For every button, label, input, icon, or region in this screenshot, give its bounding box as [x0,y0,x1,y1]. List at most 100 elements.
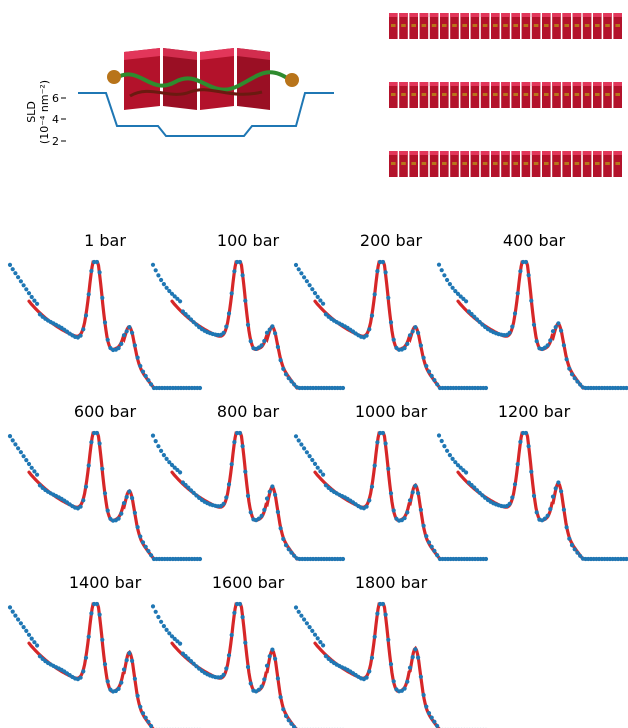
data-point [83,655,89,660]
data-point [545,513,550,518]
stack-block-band [493,93,498,96]
data-point [89,440,94,445]
data-point [221,672,226,678]
data-point [483,556,489,562]
stack-block-top [460,82,469,86]
data-point [153,439,158,444]
stack-block-band [503,93,508,96]
stack-block-band [452,93,457,96]
data-point [172,465,177,470]
data-point [416,655,421,660]
data-point [21,283,26,288]
panel-title: 100 bar [217,231,280,250]
data-point [518,439,523,444]
data-point [550,494,556,499]
data-point [312,291,318,296]
data-point [402,346,407,351]
data-point [436,262,442,267]
data-point [127,325,132,330]
stack-block-top [491,82,500,86]
data-point [138,534,143,539]
data-point [464,299,469,304]
data-point [121,501,127,506]
data-point [439,268,444,273]
stack-block-top [389,13,398,17]
data-point [191,320,196,325]
stack-block-band [564,162,569,165]
data-point [169,291,175,296]
data-point [312,632,318,637]
data-point [323,483,328,488]
data-point [531,493,537,498]
stack-block-band [605,24,610,27]
data-point [105,679,110,684]
stack-block-top [470,151,480,155]
sld-ytick-2: 2 [52,135,59,148]
data-point [149,723,154,728]
data-point [292,382,297,387]
data-point [132,510,137,515]
data-point [289,379,294,384]
stack-block-top [562,82,571,86]
stack-block-top [460,13,469,17]
data-point [624,556,628,562]
stack-block-band [482,24,488,27]
data-point [380,259,385,265]
stack-block-top [531,151,541,155]
data-point [534,510,539,515]
data-point [245,664,251,670]
stack-block-top [531,82,541,86]
data-point [321,301,326,306]
data-point [442,273,447,278]
data-point [167,288,172,294]
data-point [159,619,164,624]
data-point [178,299,183,304]
sld-ylabel: SLD [25,101,38,123]
stack-block-top [593,82,602,86]
stack-block-band [513,24,518,27]
data-point [286,547,291,552]
data-point [292,553,297,558]
data-point [426,711,432,716]
data-point [259,343,264,348]
data-point [156,444,161,449]
multilayer-stack-illustration [389,13,622,177]
data-point [407,498,413,503]
stack-block-top [409,82,418,86]
data-point [86,463,91,468]
stack-block-band [482,162,488,165]
stack-block-top [419,13,429,17]
data-point [13,271,18,276]
data-point [364,504,369,509]
data-point [262,507,267,512]
data-point [386,637,391,642]
panel-5: 600 bar [7,402,203,562]
data-point [270,484,275,489]
data-point [232,269,237,274]
stack-block-band [605,162,610,165]
data-point [480,322,485,327]
data-point [529,298,534,303]
panel-title: 1600 bar [212,573,285,592]
stack-block-band [431,162,437,165]
data-point [256,687,261,692]
data-point [375,269,380,274]
data-point [194,322,199,327]
data-point [323,654,328,659]
stack-block-top [582,151,592,155]
stack-block-band [472,162,478,165]
data-point [188,488,194,493]
data-point [318,298,323,303]
stack-block-band [533,24,539,27]
data-point [97,612,102,617]
data-point [153,268,158,273]
data-point [124,658,129,663]
panel-title: 800 bar [217,402,280,421]
data-point [421,692,426,698]
stack-block-top [531,13,541,17]
stack-block-top [572,82,582,86]
data-point [35,301,40,306]
data-point [237,601,242,607]
data-point [100,466,105,471]
stack-block-band [391,24,396,27]
